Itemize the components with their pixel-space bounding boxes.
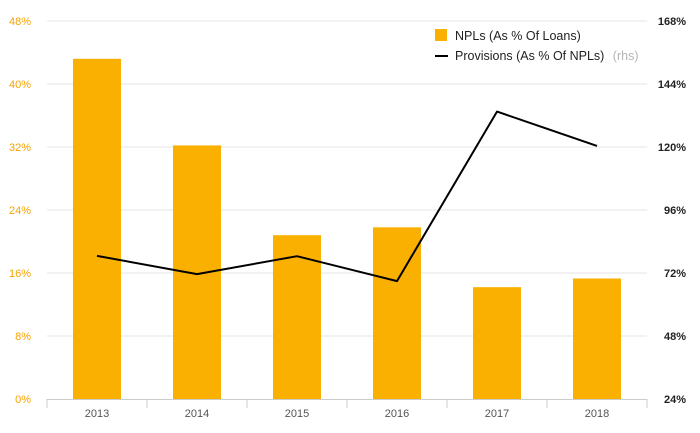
x-tick-label: 2015: [285, 408, 309, 420]
legend-label-provisions-main: Provisions (As % Of NPLs): [455, 49, 604, 63]
axes: 0% 24% 8% 48% 16% 72% 24% 96% 32% 120% 40% 144% 48% 1…: [9, 16, 686, 420]
legend-label-provisions-suffix: (rhs): [613, 49, 639, 63]
y-left-tick-label: 16%: [9, 268, 31, 280]
npl-bar: [573, 278, 621, 399]
x-tick-label: 2017: [485, 408, 509, 420]
y-left-tick-label: 0%: [15, 394, 31, 406]
legend-label-npls: NPLs (As % Of Loans): [455, 29, 581, 43]
y-left-tick-label: 8%: [15, 331, 31, 343]
npl-bar: [273, 235, 321, 399]
y-left-tick-label: 24%: [9, 205, 31, 217]
y-right-tick-label: 168%: [658, 16, 686, 28]
x-tick-label: 2014: [185, 408, 209, 420]
legend: NPLs (As % Of Loans) Provisions (As % Of…: [435, 29, 639, 64]
y-right-tick-label: 144%: [658, 79, 686, 91]
y-right-tick-label: 48%: [664, 331, 686, 343]
npl-bar: [473, 287, 521, 399]
gridlines: [47, 20, 647, 337]
npl-bar: [73, 58, 121, 400]
y-right-tick-label: 24%: [664, 394, 686, 406]
y-right-tick-label: 96%: [664, 205, 686, 217]
y-left-tick-label: 48%: [9, 16, 31, 28]
y-left-tick-label: 40%: [9, 79, 31, 91]
npl-bar: [173, 145, 221, 399]
y-right-tick-label: 120%: [658, 142, 686, 154]
legend-label-provisions: Provisions (As % Of NPLs) (rhs): [455, 47, 639, 64]
provisions-series-line: [96, 110, 598, 283]
provisions-line: [96, 110, 598, 283]
x-tick-label: 2013: [85, 408, 109, 420]
x-tick-label: 2016: [385, 408, 409, 420]
npl-bars: [73, 58, 621, 400]
legend-swatch-npls: [435, 29, 447, 41]
y-right-tick-label: 72%: [664, 268, 686, 280]
x-tick-label: 2018: [585, 408, 609, 420]
y-left-tick-label: 32%: [9, 142, 31, 154]
